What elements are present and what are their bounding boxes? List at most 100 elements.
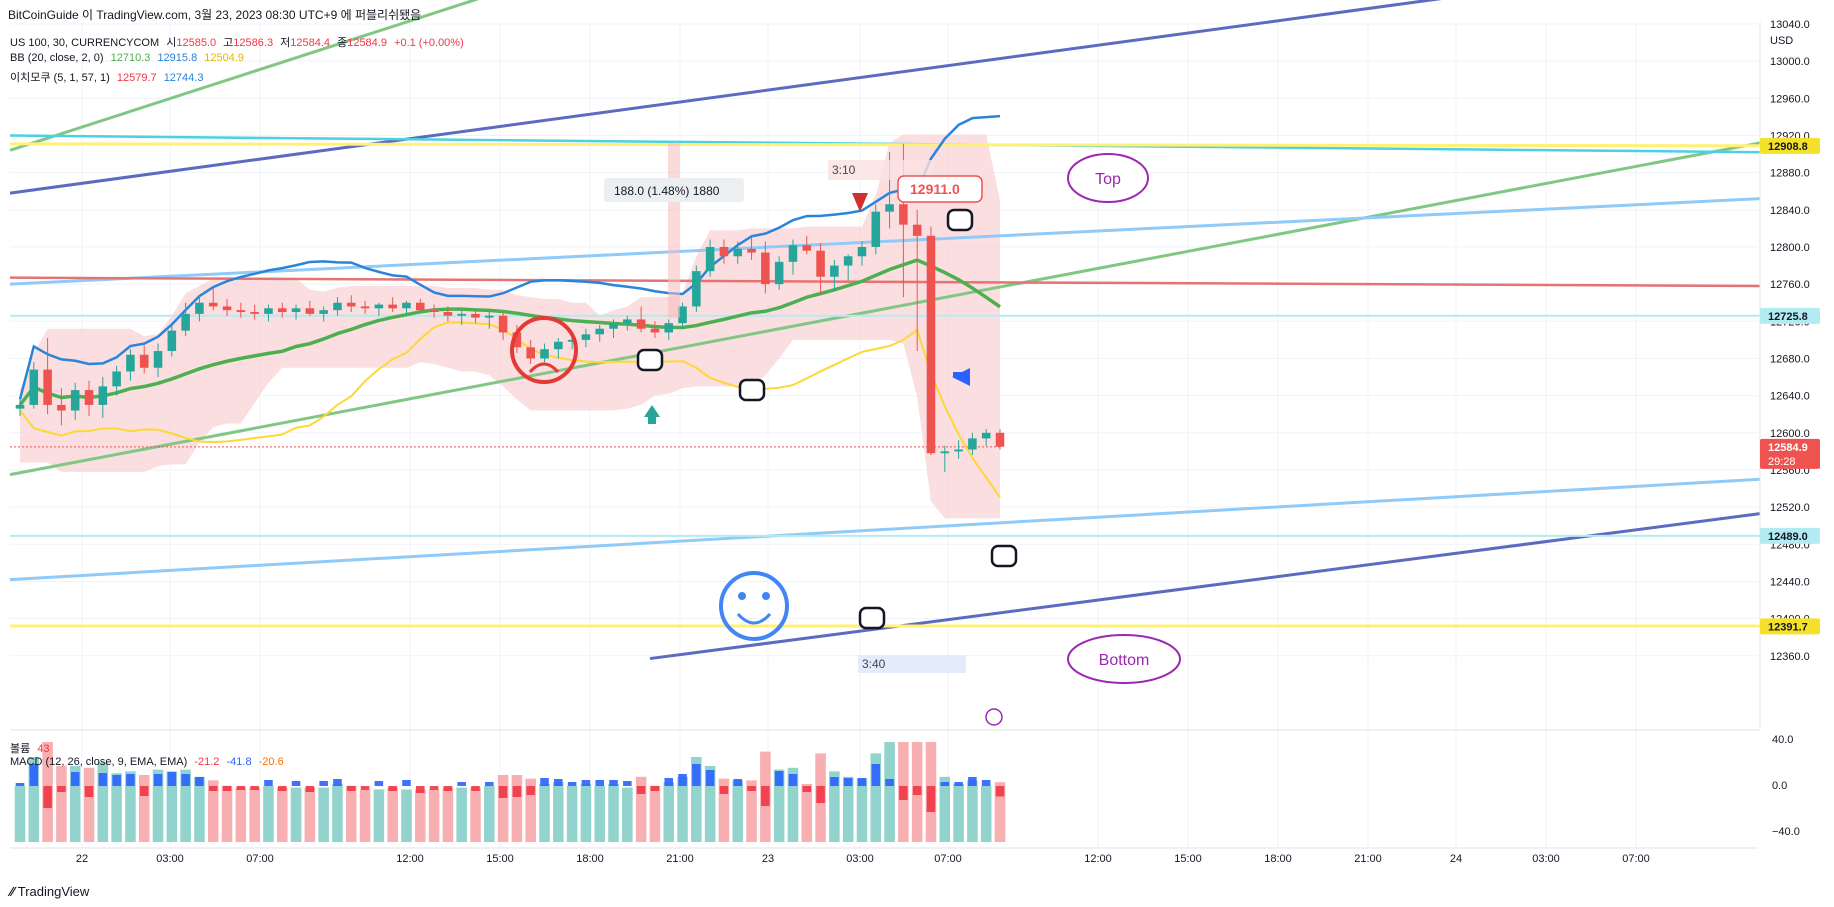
macd-hist-bar-3 (57, 786, 66, 792)
macd-hist-bar-46 (650, 786, 660, 791)
volume-bar-45 (635, 776, 647, 842)
ichimoku-cloud (20, 134, 1000, 519)
ichimoku-name[interactable]: 이치모쿠 (5, 1, 57, 1) (10, 72, 110, 84)
smile-face-mouth (736, 612, 772, 625)
volume-legend[interactable]: 볼륨 43 (10, 740, 54, 756)
annotations[interactable]: 188.0 (1.48%) 1880 3:10 12911.0 3:40 Top Bott… (510, 142, 1181, 726)
macd-hist-bar-20 (291, 781, 301, 786)
volume-bar-61 (856, 778, 868, 842)
time-axis[interactable]: 22 03:00 07:00 12:00 15:00 18:00 21:00 23 03:00 0… (10, 847, 1758, 865)
symbol-legend[interactable]: US 100, 30, CURRENCYCOM 시12585.0 고12586.… (10, 34, 468, 50)
volume-bar-33 (470, 787, 481, 842)
y-tick-label-8: 12760.0 (1770, 279, 1810, 291)
macd-hist-bar-63 (885, 779, 894, 786)
macd-hist-bar-47 (664, 778, 674, 786)
volume-bar-32 (456, 787, 467, 842)
volume-bar-18 (263, 785, 274, 842)
x-tick-label-15: 03:00 (1532, 853, 1560, 865)
y-tick-label-12: 12600.0 (1770, 428, 1810, 440)
x-tick-label-6: 21:00 (666, 853, 694, 865)
volume-bar-24 (345, 785, 357, 842)
bb-legend[interactable]: BB (20, close, 2, 0) 12710.3 12915.8 125… (10, 52, 248, 64)
volume-bar-60 (842, 776, 854, 842)
price-tag-bg-3 (1760, 527, 1820, 544)
macd-tick-2: −40.0 (1772, 826, 1800, 838)
macd-name[interactable]: MACD (12, 26, close, 9, EMA, EMA) (10, 756, 188, 768)
volume-bar-44 (622, 787, 633, 842)
candle-body-43 (609, 323, 618, 329)
volume-bar-36 (511, 775, 523, 842)
candle-body-15 (222, 306, 232, 311)
macd-hist-bar-71 (995, 786, 1005, 797)
bb-lower-line (19, 321, 1001, 499)
high-label: 12911.0 (910, 181, 960, 197)
volume-bar-35 (497, 775, 509, 842)
candle-body-13 (195, 302, 204, 314)
volume-name[interactable]: 볼륨 (10, 743, 31, 755)
x-tick-label-10: 12:00 (1084, 853, 1112, 865)
volume-bar-29 (415, 789, 426, 842)
hline-red (9, 276, 1761, 288)
macd-hist-bar-48 (678, 774, 687, 786)
volume-bar-50 (704, 766, 716, 842)
macd-hist-bar-43 (609, 780, 618, 786)
macd-legend[interactable]: MACD (12, 26, close, 9, EMA, EMA) -21.2 … (10, 756, 288, 768)
price-axis[interactable]: 13080.013040.013000.012960.012920.012880… (1759, 0, 1820, 728)
macd-hist-bar-37 (526, 786, 535, 795)
x-tick-label-11: 15:00 (1174, 853, 1202, 865)
macd-hist-bar-59 (830, 777, 839, 786)
volume-bar-19 (276, 787, 288, 842)
macd-hist-bar-23 (333, 779, 342, 786)
symbol-name[interactable]: US 100, 30, CURRENCYCOM (10, 37, 160, 49)
macd-hist-bar-49 (692, 764, 701, 786)
volume-bar-51 (718, 778, 730, 842)
macd-hist-bar-62 (871, 764, 881, 786)
macd-hist-bar-55 (774, 771, 784, 786)
ichimoku-legend[interactable]: 이치모쿠 (5, 1, 57, 1) 12579.7 12744.3 (10, 69, 207, 85)
sad-face-mouth (528, 362, 560, 374)
macd-hist-bar-68 (954, 782, 963, 786)
macd-tick-1: 0.0 (1772, 780, 1787, 792)
y-tick-label-11: 12640.0 (1770, 391, 1810, 403)
macd-hist-bar-6 (98, 773, 108, 786)
candle-body-22 (319, 310, 328, 314)
macd-hist-bar-60 (843, 778, 853, 786)
candle-body-11 (167, 330, 177, 352)
volume-bar-39 (553, 782, 564, 842)
candle-body-70 (981, 432, 991, 439)
macd-hist-bar-30 (429, 786, 439, 790)
x-tick-label-4: 15:00 (486, 853, 514, 865)
time-range-top-bg (828, 160, 933, 180)
candle-body-10 (153, 351, 163, 368)
volume-bar-16 (235, 787, 247, 842)
volume-bar-15 (221, 785, 233, 842)
tradingview-logo[interactable]: ⁄⁄ TradingView (10, 884, 89, 899)
candle-body-51 (719, 246, 729, 257)
macd-hist-bar-38 (540, 778, 549, 786)
volume-bar-3 (56, 766, 67, 842)
macd-hist-bar-2 (43, 786, 52, 808)
macd-hist-bar-28 (402, 780, 411, 786)
price-tag-2: 12584.9 (1768, 442, 1808, 454)
candle-body-49 (692, 271, 701, 307)
volume-bar-67 (939, 776, 951, 842)
volume-bar-23 (332, 784, 343, 842)
x-tick-label-13: 21:00 (1354, 853, 1382, 865)
volume-bar-5 (83, 767, 95, 842)
candles[interactable] (15, 143, 1005, 472)
bb-name[interactable]: BB (20, close, 2, 0) (10, 52, 104, 64)
x-tick-label-5: 18:00 (576, 853, 604, 865)
macd-hist-bar-13 (195, 777, 204, 786)
bb-basis-line (18, 258, 1001, 407)
volume-bar-30 (428, 789, 440, 842)
y-tick-label-5: 12880.0 (1770, 168, 1810, 180)
ohlc-close-label: 종 (337, 37, 348, 49)
candle-body-41 (581, 334, 591, 340)
candle-body-54 (761, 252, 770, 285)
x-tick-label-1: 03:00 (156, 853, 184, 865)
macd-hist-bar-58 (816, 786, 825, 803)
macd-hist-bar-36 (512, 786, 522, 797)
candle-body-24 (346, 302, 356, 307)
trendlines (9, 0, 1761, 661)
